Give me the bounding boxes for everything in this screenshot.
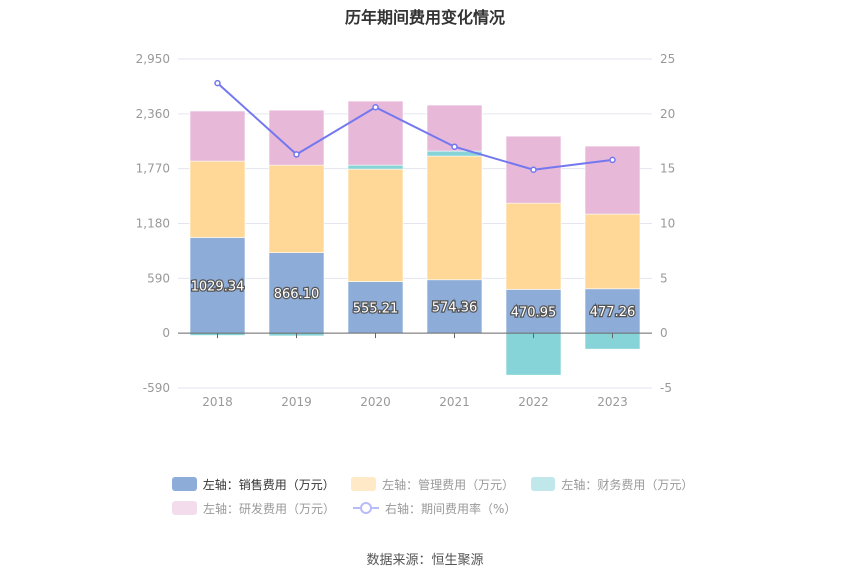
chart-title: 历年期间费用变化情况 [344, 8, 505, 27]
left-tick-label: -590 [143, 381, 170, 395]
rate-point [530, 166, 537, 174]
legend-item-admin[interactable]: 左轴：管理费用（万元） [351, 476, 515, 493]
bar-rd [584, 145, 641, 215]
legend-swatch [530, 477, 556, 491]
legend-label: 左轴：研发费用（万元） [203, 501, 336, 516]
bar-data-label: 1029.34 [191, 279, 245, 294]
legend-item-rd[interactable]: 左轴：研发费用（万元） [172, 500, 335, 517]
legend-label: 左轴：管理费用（万元） [382, 477, 515, 492]
legend-swatch [172, 477, 197, 491]
bar-data-label: 555.21 [353, 301, 399, 316]
x-tick-label: 2020 [360, 395, 391, 409]
legend-label: 左轴：财务费用（万元） [561, 477, 694, 492]
right-tick-label: 0 [660, 326, 668, 340]
right-tick-label: -5 [660, 381, 672, 395]
bar-sales [505, 289, 562, 334]
left-tick-label: 2,950 [136, 52, 170, 66]
legend-item-sales[interactable]: 左轴：销售费用（万元） [172, 476, 335, 493]
legend-item-finance[interactable]: 左轴：财务费用（万元） [530, 476, 694, 493]
bar-rd [426, 104, 483, 152]
rate-point [372, 104, 379, 111]
bar-finance [347, 164, 404, 170]
line-marker-icon [353, 502, 380, 514]
legend-label: 左轴：销售费用（万元） [202, 477, 335, 492]
right-tick-label: 20 [660, 107, 675, 121]
right-tick-label: 15 [660, 162, 675, 176]
bar-admin [584, 213, 641, 290]
bar-finance [505, 332, 562, 376]
rate-point [451, 143, 458, 150]
left-tick-label: 590 [147, 271, 170, 285]
bar-admin [268, 164, 325, 253]
bar-admin [505, 202, 562, 290]
rate-point [214, 79, 221, 87]
bar-data-label: 477.26 [590, 305, 636, 320]
bar-admin [189, 160, 246, 238]
bar-admin [426, 155, 483, 281]
x-tick-label: 2019 [281, 395, 312, 409]
bar-data-label: 470.95 [511, 305, 557, 320]
bar-data-label: 574.36 [432, 300, 478, 315]
bar-sales [189, 237, 246, 334]
right-tick-label: 25 [660, 52, 675, 66]
x-tick-label: 2018 [202, 395, 233, 409]
legend-swatch [351, 477, 377, 491]
legend-label: 右轴：期间费用率（%） [385, 501, 517, 516]
right-tick-label: 5 [660, 271, 668, 285]
bar-rd [347, 100, 404, 166]
rate-point [609, 156, 616, 164]
rate-line [216, 82, 613, 171]
legend-item-rate[interactable]: 右轴：期间费用率（%） [353, 500, 516, 517]
legend-swatch [172, 501, 197, 515]
right-tick-label: 10 [660, 217, 675, 231]
x-tick-label: 2023 [597, 395, 628, 409]
bar-admin [347, 168, 404, 282]
x-tick-label: 2021 [439, 395, 470, 409]
data-source: 数据来源：恒生聚源 [366, 553, 484, 568]
x-tick-label: 2022 [518, 395, 549, 409]
rate-point [293, 151, 300, 158]
bar-sales [584, 288, 641, 334]
bar-data-label: 866.10 [274, 287, 320, 302]
left-tick-label: 1,770 [136, 162, 170, 176]
left-tick-label: 1,180 [136, 217, 170, 231]
legend: 左轴：销售费用（万元） 左轴：管理费用（万元） 左轴：财务费用（万元） 左轴：研… [172, 472, 694, 520]
left-tick-label: 0 [162, 326, 170, 340]
bar-sales [347, 281, 404, 334]
left-tick-label: 2,360 [136, 107, 170, 121]
bar-rd [189, 110, 246, 162]
